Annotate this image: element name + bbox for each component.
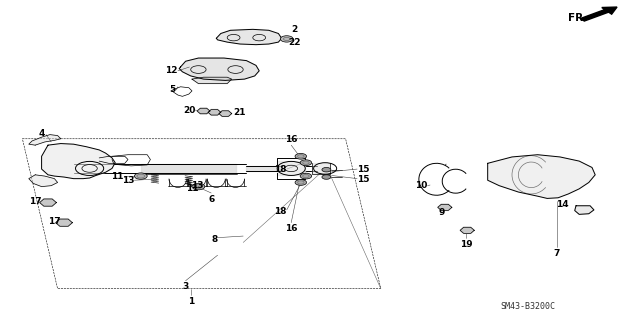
Text: 20: 20 — [183, 106, 195, 115]
Circle shape — [300, 160, 312, 166]
Circle shape — [322, 175, 331, 179]
Text: 10: 10 — [415, 181, 428, 190]
Circle shape — [134, 173, 147, 179]
Text: 17: 17 — [29, 197, 42, 206]
Polygon shape — [56, 219, 72, 226]
Polygon shape — [438, 204, 452, 211]
Text: 16: 16 — [285, 135, 298, 144]
Text: 15: 15 — [357, 175, 370, 184]
Circle shape — [192, 183, 205, 190]
Text: 6: 6 — [208, 195, 214, 204]
Text: 21: 21 — [234, 108, 246, 117]
Polygon shape — [42, 144, 115, 179]
Text: 2: 2 — [291, 25, 298, 34]
Text: 15: 15 — [357, 165, 370, 174]
Text: 18: 18 — [274, 165, 287, 174]
Text: 11: 11 — [186, 184, 198, 193]
Circle shape — [300, 173, 312, 179]
Text: 12: 12 — [165, 66, 178, 75]
Polygon shape — [277, 161, 305, 175]
Text: 19: 19 — [460, 240, 472, 249]
Text: 1: 1 — [188, 297, 194, 306]
Text: 9: 9 — [438, 208, 445, 217]
Circle shape — [295, 180, 307, 185]
FancyArrow shape — [580, 7, 617, 21]
Circle shape — [295, 153, 307, 159]
Text: 22: 22 — [288, 38, 301, 47]
Text: 13: 13 — [122, 176, 134, 185]
Polygon shape — [575, 206, 594, 214]
Text: 14: 14 — [556, 200, 568, 209]
Polygon shape — [219, 111, 232, 116]
Polygon shape — [460, 227, 474, 234]
Text: 8: 8 — [211, 235, 218, 244]
Text: 7: 7 — [554, 249, 560, 258]
Circle shape — [322, 167, 331, 172]
Text: FR.: FR. — [568, 12, 587, 23]
Text: 4: 4 — [38, 130, 45, 138]
Circle shape — [280, 36, 293, 42]
Polygon shape — [208, 109, 221, 115]
Polygon shape — [192, 77, 232, 84]
Text: 16: 16 — [285, 224, 298, 233]
Text: 3: 3 — [182, 282, 189, 291]
Polygon shape — [29, 135, 61, 145]
Polygon shape — [488, 155, 595, 198]
Text: 13: 13 — [191, 181, 204, 190]
Polygon shape — [197, 108, 210, 114]
Text: 11: 11 — [111, 172, 124, 181]
Polygon shape — [40, 199, 56, 206]
Polygon shape — [29, 175, 58, 187]
Polygon shape — [216, 29, 282, 45]
Polygon shape — [179, 58, 259, 80]
Text: 5: 5 — [170, 85, 176, 94]
Text: 18: 18 — [274, 207, 287, 216]
Text: SM43-B3200C: SM43-B3200C — [500, 302, 556, 311]
Text: 17: 17 — [48, 217, 61, 226]
